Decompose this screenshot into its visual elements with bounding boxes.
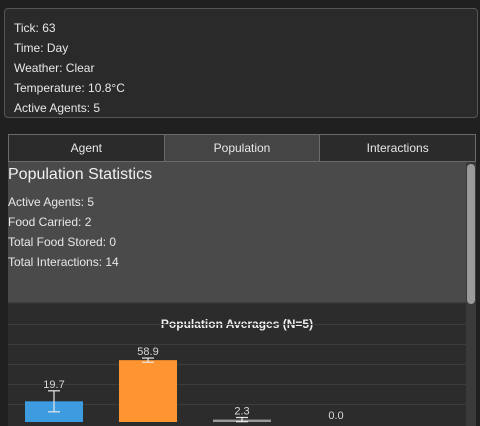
bar-value-label-3: 0.0 <box>328 410 343 422</box>
tab-bar: Agent Population Interactions <box>8 134 477 162</box>
bar-value-label-1: 58.9 <box>137 346 158 358</box>
stat-total-food-stored: Total Food Stored: 0 <box>8 235 117 249</box>
tick-label: Tick: 63 <box>14 21 56 35</box>
time-label: Time: Day <box>14 41 69 55</box>
bar-value-label-0: 19.7 <box>43 379 64 391</box>
bar-1 <box>119 360 177 422</box>
weather-label: Weather: Clear <box>14 61 95 75</box>
stat-food-carried: Food Carried: 2 <box>8 215 92 229</box>
scrollbar[interactable] <box>466 162 476 426</box>
population-averages-chart: Population Averages (N=5) 19.7 58.9 2.3 0.0 <box>8 304 466 426</box>
stat-total-interactions: Total Interactions: 14 <box>8 255 119 269</box>
population-stats-box: Population Statistics Active Agents: 5 F… <box>8 162 466 303</box>
error-bar-0 <box>48 390 60 413</box>
tab-population[interactable]: Population <box>163 134 321 162</box>
stat-active-agents: Active Agents: 5 <box>8 195 95 209</box>
population-panel: Population Statistics Active Agents: 5 F… <box>8 162 476 426</box>
scrollbar-thumb[interactable] <box>467 164 475 304</box>
tab-interactions[interactable]: Interactions <box>319 134 477 162</box>
status-panel: Tick: 63 Time: Day Weather: Clear Temper… <box>4 8 478 118</box>
temperature-label: Temperature: 10.8°C <box>14 81 125 95</box>
active-agents-label: Active Agents: 5 <box>14 101 101 115</box>
population-stats-title: Population Statistics <box>8 166 153 183</box>
chart-svg: 19.7 58.9 2.3 0.0 <box>8 324 466 423</box>
bar-value-label-2: 2.3 <box>234 405 249 417</box>
error-bar-2 <box>236 416 248 423</box>
tab-agent[interactable]: Agent <box>8 134 165 162</box>
error-bar-1 <box>142 357 154 363</box>
